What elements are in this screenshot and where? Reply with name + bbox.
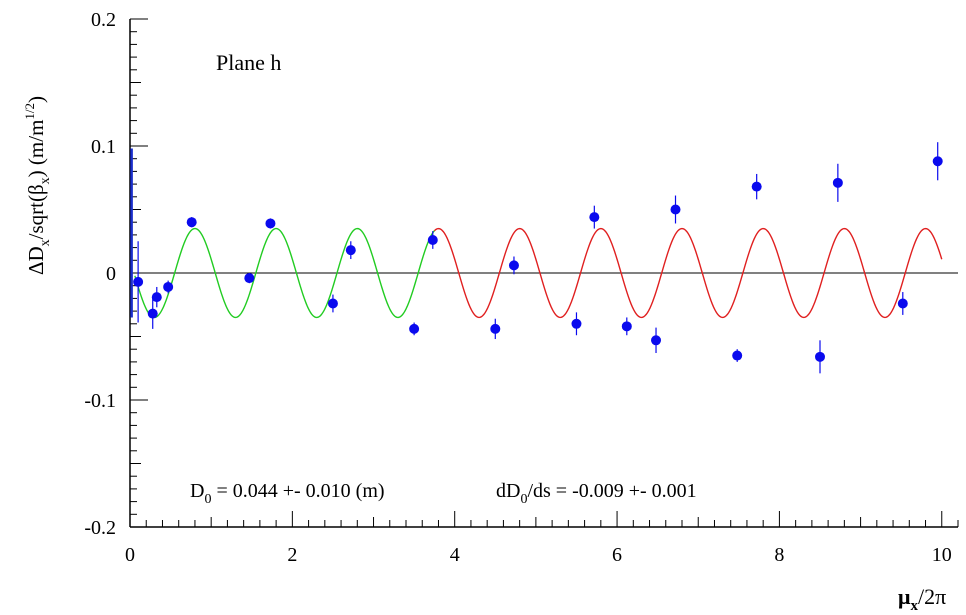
point-marker [265, 218, 276, 229]
point-marker [508, 260, 519, 271]
data-point [265, 218, 276, 229]
point-marker [163, 281, 174, 292]
point-marker [133, 276, 144, 287]
y-tick-label: 0.1 [91, 136, 116, 158]
data-point [186, 217, 197, 228]
data-point [327, 294, 338, 313]
point-marker [327, 298, 338, 309]
data-point [151, 286, 162, 308]
fit-right-value: /ds = -0.009 +- 0.001 [527, 480, 696, 502]
point-marker [151, 292, 162, 303]
y-label-mid: /sqrt(β [24, 184, 48, 239]
data-point [427, 231, 438, 249]
y-label-sub2: x [38, 177, 53, 184]
fit-right-symbol: dD [496, 480, 520, 502]
x-tick-labels: 0 2 4 6 8 10 [125, 544, 952, 566]
y-label-end: ) (m/m [24, 120, 48, 178]
ticks [129, 18, 959, 528]
y-tick-label: 0.2 [91, 9, 116, 31]
fit-curve-segment [134, 227, 435, 319]
data-point [571, 312, 582, 336]
data-point [147, 298, 158, 329]
fit-curves [134, 227, 943, 319]
y-label-delta: ΔD [24, 246, 48, 275]
y-tick-label: 0 [106, 263, 116, 285]
point-marker [651, 335, 662, 346]
point-marker [409, 323, 420, 334]
point-marker [815, 351, 825, 362]
point-marker [932, 156, 943, 167]
data-point [815, 340, 825, 374]
data-point [589, 205, 600, 229]
x-axis-label: μx/2π [898, 584, 946, 614]
x-tick-label: 0 [125, 544, 135, 566]
data-point [651, 327, 662, 354]
y-label-sub1: x [38, 239, 53, 246]
point-marker [427, 234, 438, 245]
y-tick-label: -0.2 [84, 517, 116, 539]
point-marker [186, 217, 197, 228]
x-tick-label: 10 [932, 544, 952, 566]
data-point [932, 142, 943, 181]
data-point [897, 292, 908, 315]
x-label-mu: μ [898, 584, 911, 609]
x-label-rest: /2π [918, 584, 946, 609]
data-point [133, 241, 144, 323]
point-marker [751, 181, 762, 192]
fit-curve-segment [433, 227, 943, 319]
point-marker [244, 273, 255, 284]
point-marker [589, 212, 600, 223]
point-marker [621, 321, 632, 332]
fit-text-right: dD0/ds = -0.009 +- 0.001 [496, 480, 697, 507]
y-axis-label: ΔDx/sqrt(βx) (m/m1/2) [22, 96, 53, 275]
data-points [133, 142, 943, 374]
y-label-sup: 1/2 [22, 103, 37, 120]
x-tick-label: 2 [287, 544, 297, 566]
point-marker [345, 245, 356, 256]
fit-left-value: = 0.044 +- 0.010 (m) [211, 480, 384, 502]
data-point [409, 322, 420, 336]
data-point [490, 318, 501, 340]
y-tick-label: -0.1 [84, 390, 116, 412]
data-point [621, 317, 632, 336]
point-marker [832, 177, 843, 188]
x-tick-label: 4 [450, 544, 460, 566]
fit-left-symbol: D [190, 480, 204, 502]
x-tick-label: 8 [774, 544, 784, 566]
data-point [244, 273, 255, 284]
fit-right-sub: 0 [520, 492, 527, 507]
point-marker [670, 204, 681, 215]
point-marker [571, 318, 582, 329]
point-marker [732, 350, 743, 361]
x-tick-label: 6 [612, 544, 622, 566]
plane-annotation: Plane h [216, 50, 281, 75]
data-point [832, 163, 843, 202]
fit-text-left: D0 = 0.044 +- 0.010 (m) [190, 480, 385, 507]
data-point [508, 256, 519, 275]
x-label-sub: x [910, 598, 918, 614]
data-point [732, 349, 743, 362]
data-point [345, 241, 356, 260]
data-point [163, 280, 174, 294]
point-marker [490, 323, 501, 334]
data-point [751, 173, 762, 200]
y-tick-labels: -0.2 -0.1 0 0.1 0.2 [84, 9, 116, 539]
fit-left-sub: 0 [204, 492, 211, 507]
data-point [670, 195, 681, 224]
point-marker [147, 308, 158, 319]
y-label-close: ) [24, 96, 48, 103]
point-marker [897, 298, 908, 309]
